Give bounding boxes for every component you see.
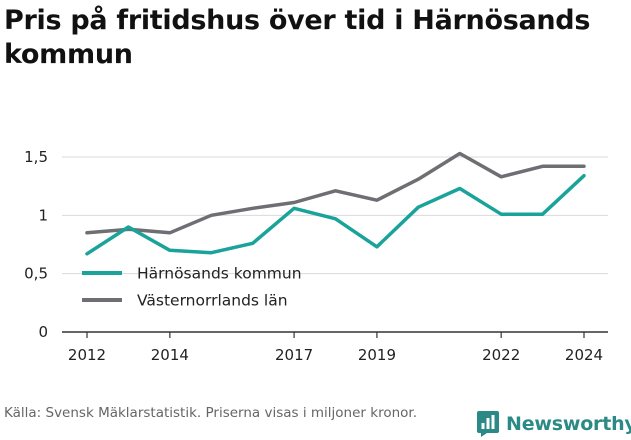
legend: Härnösands kommun Västernorrlands län (82, 265, 302, 310)
x-tick-label: 2017 (275, 346, 313, 364)
x-tick-label: 2022 (482, 346, 520, 364)
y-tick-label: 1,5 (24, 148, 48, 166)
source-note: Källa: Svensk Mäklarstatistik. Priserna … (4, 405, 418, 421)
series-lines (85, 151, 586, 256)
bar-chart-logo-icon (477, 411, 499, 437)
brand-name: Newsworthy (506, 413, 631, 435)
legend-label: Härnösands kommun (137, 265, 302, 283)
x-tick-label: 2014 (151, 346, 189, 364)
line-chart: 0 0,5 1 1,5 2012 2014 2017 2019 2022 2024 Härnös… (24, 148, 608, 364)
series-line (85, 173, 586, 256)
chart-title: Pris på fritidshus över tid i Härnösands… (4, 5, 591, 70)
brand-logo[interactable]: Newsworthy (477, 408, 631, 440)
x-axis-ticks: 2012 2014 2017 2019 2022 2024 (68, 332, 603, 364)
series-line (85, 151, 586, 235)
y-tick-label: 0 (38, 323, 48, 341)
legend-label: Västernorrlands län (137, 292, 288, 310)
x-tick-label: 2024 (565, 346, 603, 364)
x-tick-label: 2019 (358, 346, 396, 364)
y-tick-label: 1 (38, 206, 48, 224)
x-tick-label: 2012 (68, 346, 106, 364)
y-axis-ticks: 0 0,5 1 1,5 (24, 148, 48, 341)
y-tick-label: 0,5 (24, 265, 48, 283)
